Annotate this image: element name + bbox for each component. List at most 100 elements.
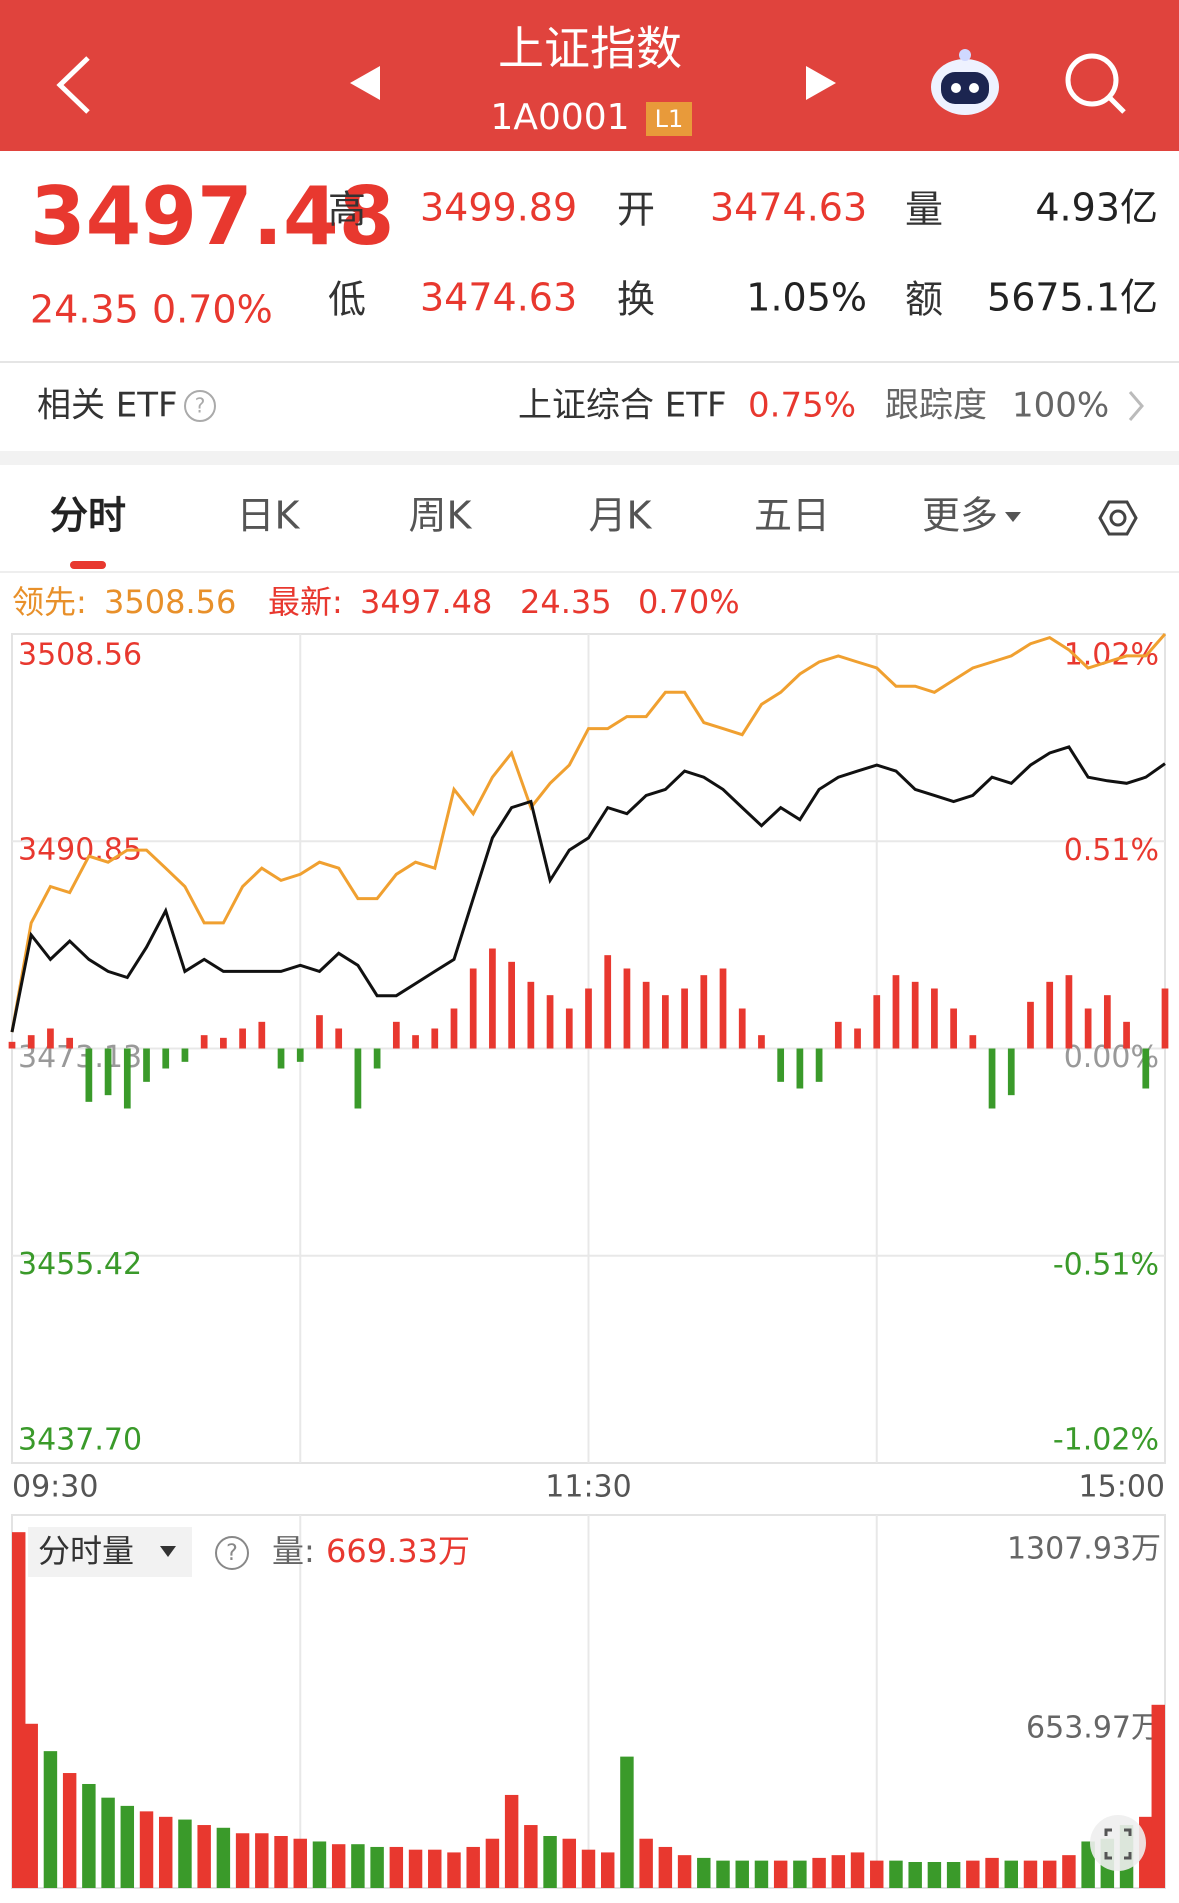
tab[interactable]: 日K [237, 494, 301, 538]
label: 换 [617, 278, 655, 322]
strength-bar [104, 1048, 112, 1096]
strength-bar [719, 968, 727, 1049]
volume-bar [1062, 1855, 1076, 1888]
selector-caret [160, 1546, 176, 1557]
strength-bar [123, 1048, 131, 1109]
vol-label: 量: [272, 1532, 315, 1570]
volume-bar [966, 1860, 980, 1888]
volume-bar [754, 1860, 769, 1888]
assistant-icon[interactable] [931, 49, 999, 115]
strength-bar [931, 988, 938, 1049]
strength-bar [1046, 981, 1054, 1049]
tab-indicator [70, 561, 106, 569]
volume-bar [889, 1860, 903, 1888]
volume-bar [562, 1838, 577, 1888]
volume-bar [658, 1846, 673, 1888]
volume-bar [831, 1855, 846, 1888]
badge: L1 [655, 105, 684, 133]
label: 量 [905, 188, 943, 232]
back-button[interactable] [56, 56, 90, 114]
strength-bar [758, 1035, 765, 1049]
label: 额 [905, 278, 943, 322]
strength-bar [431, 1028, 439, 1049]
tab[interactable]: 五日 [754, 494, 830, 538]
volume-bar [1151, 1704, 1165, 1888]
volume-bar [985, 1857, 999, 1888]
strength-bar [508, 961, 515, 1049]
volume-bar [620, 1756, 634, 1888]
help-text: ? [226, 1541, 238, 1566]
volume-bar [101, 1797, 115, 1888]
help-text: ? [195, 394, 206, 418]
settings-icon[interactable] [1098, 500, 1138, 536]
chevron[interactable] [1128, 391, 1144, 421]
volume-bar [927, 1861, 942, 1888]
value: 4.93亿 [1035, 186, 1158, 230]
y2-tick-label: -0.51% [1053, 1247, 1159, 1282]
volume-bar [946, 1861, 961, 1888]
strength-bar [854, 1028, 861, 1049]
tab[interactable]: 月K [589, 494, 653, 538]
volume-bar [370, 1846, 384, 1888]
strength-bar [950, 1008, 957, 1049]
dropdown-caret [1005, 512, 1021, 522]
volume-bar [600, 1852, 615, 1888]
y2-tick-label: 0.51% [1064, 833, 1159, 868]
tab[interactable]: 更多 [922, 494, 998, 538]
volume-bar [1081, 1841, 1095, 1888]
change-pct: 0.70% [152, 288, 273, 332]
y-tick-label: 3473.13 [18, 1040, 142, 1075]
help-icon[interactable] [184, 390, 216, 422]
strength-bar [489, 948, 496, 1049]
etf-name[interactable]: 上证综合 ETF [518, 386, 727, 426]
strength-bar [1007, 1048, 1015, 1096]
volume-bar [159, 1816, 173, 1888]
volume-bar [773, 1860, 788, 1888]
strength-bar [220, 1037, 227, 1049]
strength-bar [296, 1048, 304, 1062]
strength-bar [1027, 1001, 1034, 1049]
strength-bar [8, 1041, 16, 1049]
strength-bar [354, 1048, 362, 1109]
strength-bar [604, 955, 612, 1049]
legend-value: 3497.48 [360, 583, 492, 621]
fullscreen-button[interactable] [1090, 1815, 1146, 1871]
legend-label: 领先: [12, 583, 87, 621]
volume-bar [293, 1838, 307, 1888]
volume-bar [1023, 1860, 1038, 1888]
strength-bar [335, 1028, 343, 1049]
volume-bar [543, 1835, 557, 1888]
value: 3474.63 [420, 276, 577, 320]
volume-bar [255, 1833, 269, 1888]
volume-bar [524, 1825, 538, 1888]
vol-value: 669.33万 [326, 1532, 470, 1570]
tab[interactable]: 分时 [50, 494, 126, 538]
tab[interactable]: 周K [409, 494, 473, 538]
next-button[interactable] [806, 66, 836, 100]
search-icon[interactable] [1065, 53, 1126, 114]
prev-button[interactable] [350, 66, 380, 100]
strength-bar [681, 988, 688, 1049]
volume-bar [12, 1532, 26, 1888]
strength-bar [412, 1035, 419, 1049]
volume-bar [216, 1827, 231, 1888]
selector[interactable]: 分时量 [38, 1532, 134, 1570]
track-label: 跟踪度 [885, 386, 987, 426]
y-tick-label: 3490.85 [18, 833, 142, 868]
help-icon[interactable] [215, 1536, 249, 1570]
strength-bar [873, 995, 881, 1049]
volume-bar [466, 1846, 480, 1888]
volume-bar [389, 1846, 404, 1888]
strength-bar [66, 1037, 74, 1049]
volume-bar [312, 1841, 327, 1888]
strength-bar [469, 968, 477, 1049]
volume-bar [197, 1825, 211, 1888]
value: 5675.1亿 [987, 276, 1158, 320]
volume-bar [850, 1852, 865, 1888]
strength-bar [450, 1008, 458, 1049]
volume-bar [793, 1860, 807, 1888]
strength-bar [85, 1048, 93, 1102]
strength-bar [662, 995, 669, 1049]
